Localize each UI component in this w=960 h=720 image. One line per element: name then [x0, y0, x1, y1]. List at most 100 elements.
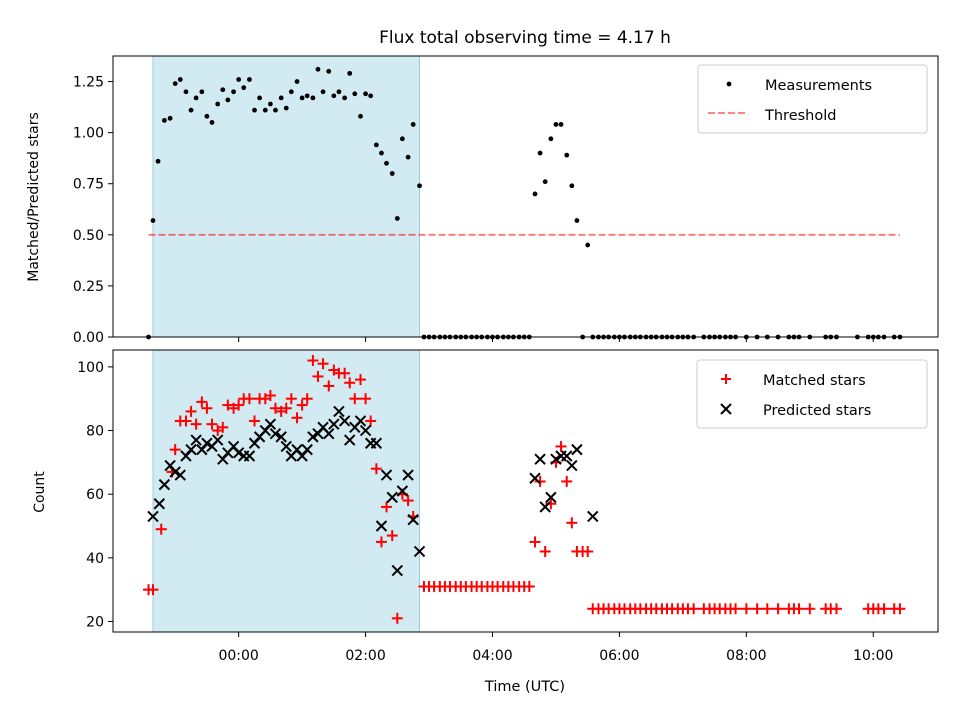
- measurement-point: [389, 171, 395, 176]
- predicted-star-marker: [153, 498, 166, 510]
- measurement-point: [532, 191, 538, 197]
- measurement-point: [331, 93, 337, 99]
- measurement-point: [558, 122, 564, 127]
- matched-star-marker: [355, 374, 366, 386]
- predicted-star-marker: [201, 437, 213, 449]
- predicted-star-marker: [307, 431, 319, 443]
- y-tick-label: 0.00: [73, 330, 104, 346]
- legend-frame-bottom: [696, 359, 928, 429]
- measurement-point: [299, 95, 305, 101]
- predicted-star-marker: [359, 424, 372, 437]
- matched-star-marker: [180, 415, 192, 427]
- matched-star-marker: [370, 463, 382, 475]
- measurement-point: [162, 117, 167, 123]
- predicted-star-marker: [328, 418, 340, 430]
- x-tick-label: 04:00: [472, 648, 512, 664]
- matched-star-marker: [243, 393, 255, 405]
- x-tick-label: 06:00: [599, 648, 639, 664]
- measurement-point: [569, 183, 575, 189]
- measurement-point: [537, 150, 543, 156]
- measurement-point: [288, 89, 294, 95]
- measurement-point: [585, 242, 591, 248]
- matched-star-marker: [233, 399, 245, 411]
- measurement-point: [553, 122, 559, 127]
- predicted-star-marker: [566, 459, 578, 472]
- y-tick-label: 40: [86, 551, 104, 567]
- predicted-star-marker: [534, 453, 546, 465]
- legend-top: Measurements Threshold: [697, 64, 928, 134]
- measurement-point: [193, 95, 199, 101]
- measurement-point: [155, 158, 161, 164]
- y-axis-label-top: Matched/Predicted stars: [26, 112, 42, 282]
- measurement-point: [405, 154, 411, 160]
- measurement-point: [564, 152, 570, 158]
- y-axis-label-bottom: Count: [32, 471, 48, 513]
- panel-counts: 20 40 60 80 100 00:00 02:00 04:00 06:00 08:00 10:…: [32, 349, 939, 695]
- matched-star-marker: [740, 603, 752, 615]
- measurement-point: [199, 89, 205, 95]
- x-tick-label: 10:00: [853, 648, 893, 664]
- predicted-star-marker: [561, 450, 573, 462]
- y-axis-ticks-top: 0.00 0.25 0.50 0.75 1.00 1.25: [73, 75, 113, 346]
- predicted-star-marker: [232, 447, 245, 459]
- predicted-star-marker: [529, 472, 541, 484]
- shaded-interval-bottom: [152, 349, 420, 633]
- matched-star-marker: [307, 355, 319, 367]
- measurement-point: [220, 87, 226, 93]
- legend-frame-top: [697, 64, 928, 134]
- y-tick-label: 20: [86, 614, 104, 630]
- measurement-point: [278, 95, 284, 101]
- measurement-point: [326, 68, 332, 74]
- matched-star-marker: [323, 380, 335, 392]
- matched-star-marker: [761, 603, 773, 615]
- legend-marker-matched: [721, 374, 731, 384]
- predicted-star-marker: [539, 501, 551, 513]
- measurement-point: [177, 77, 183, 82]
- predicted-star-marker: [413, 545, 426, 558]
- matched-star-marker: [280, 402, 292, 414]
- measurement-point: [384, 160, 389, 166]
- measurement-point: [310, 95, 316, 101]
- matched-star-marker: [878, 603, 890, 615]
- y-tick-label: 1.25: [73, 75, 104, 91]
- predicted-star-marker: [380, 469, 393, 481]
- matched-star-marker: [222, 399, 234, 411]
- measurement-point: [172, 81, 178, 86]
- shaded-interval-top: [152, 55, 420, 338]
- predicted-star-marker: [545, 491, 557, 504]
- predicted-star-marker: [370, 437, 383, 449]
- predicted-star-marker: [264, 418, 277, 430]
- matched-star-marker: [751, 603, 763, 615]
- measurement-point: [183, 89, 189, 95]
- predicted-star-marker: [185, 443, 197, 456]
- measurement-point: [273, 107, 278, 113]
- matched-star-marker: [296, 399, 308, 411]
- matched-star-marker: [217, 421, 229, 433]
- measurement-point: [304, 93, 310, 99]
- measurement-point: [241, 85, 247, 91]
- measurement-point: [167, 115, 173, 121]
- matched-star-marker: [772, 603, 784, 615]
- predicted-star-marker: [375, 520, 388, 532]
- measurement-point: [417, 183, 422, 189]
- matched-star-marker: [688, 603, 700, 615]
- matched-star-marker: [375, 536, 387, 548]
- matched-star-marker: [190, 418, 202, 430]
- matched-star-marker: [344, 377, 356, 389]
- measurement-point: [379, 150, 384, 156]
- predicted-star-marker: [301, 443, 313, 456]
- matched-star-marker: [285, 393, 297, 405]
- matched-star-marker: [386, 530, 398, 542]
- predicted-star-marker: [587, 510, 599, 523]
- y-tick-label: 100: [77, 360, 104, 376]
- measurement-point: [574, 218, 580, 223]
- predicted-star-marker: [147, 510, 159, 523]
- predicted-star-marker: [269, 428, 282, 440]
- measurement-point: [247, 77, 252, 82]
- legend-label-threshold: Threshold: [764, 108, 836, 124]
- measurement-point: [358, 113, 363, 119]
- matched-star-marker: [185, 405, 197, 417]
- predicted-star-marker: [323, 428, 335, 440]
- x-axis-label: Time (UTC): [484, 679, 565, 695]
